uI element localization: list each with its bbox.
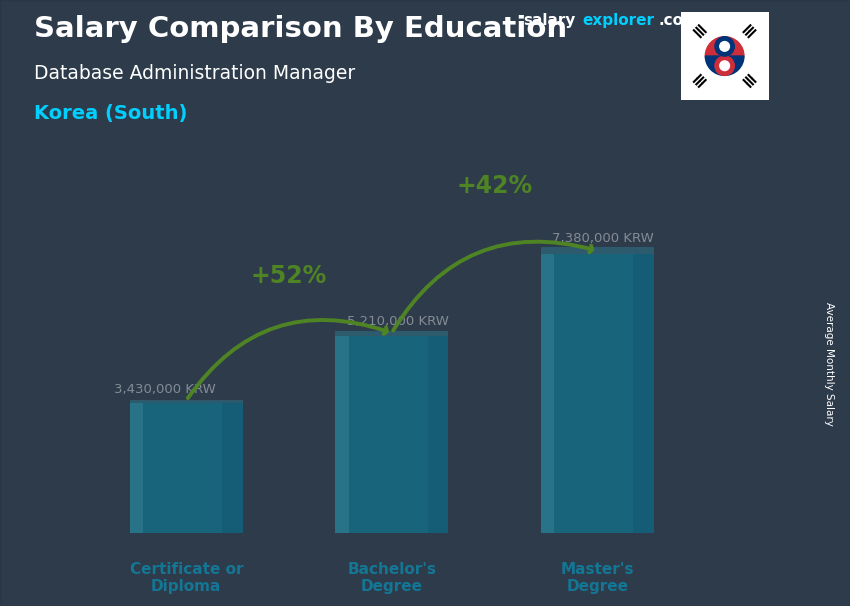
Text: 3,430,000 KRW: 3,430,000 KRW: [115, 383, 216, 396]
Circle shape: [720, 61, 729, 70]
Circle shape: [715, 56, 734, 75]
Text: 5,210,000 KRW: 5,210,000 KRW: [347, 315, 449, 328]
Wedge shape: [706, 56, 744, 75]
Bar: [633, 254, 654, 533]
Text: salary: salary: [523, 13, 575, 28]
Bar: [335, 336, 448, 533]
Text: Average Monthly Salary: Average Monthly Salary: [824, 302, 834, 425]
Text: .com: .com: [659, 13, 700, 28]
Text: +42%: +42%: [456, 174, 532, 198]
Circle shape: [715, 37, 734, 56]
Bar: [335, 331, 448, 336]
Bar: [428, 336, 448, 533]
Text: Salary Comparison By Education: Salary Comparison By Education: [34, 15, 567, 43]
Wedge shape: [706, 37, 744, 56]
Text: Certificate or
Diploma: Certificate or Diploma: [129, 562, 243, 594]
Bar: [130, 400, 243, 404]
Text: 7,380,000 KRW: 7,380,000 KRW: [552, 233, 654, 245]
Text: +52%: +52%: [251, 264, 327, 288]
Bar: [130, 404, 144, 533]
Bar: [335, 336, 348, 533]
Text: explorer: explorer: [582, 13, 654, 28]
Text: Database Administration Manager: Database Administration Manager: [34, 64, 355, 82]
Text: Master's
Degree: Master's Degree: [560, 562, 634, 594]
Text: Bachelor's
Degree: Bachelor's Degree: [347, 562, 436, 594]
Bar: [223, 404, 243, 533]
Bar: [130, 404, 243, 533]
Text: Korea (South): Korea (South): [34, 104, 187, 123]
Bar: [541, 254, 654, 533]
Circle shape: [720, 42, 729, 52]
Bar: [541, 254, 554, 533]
Bar: [541, 247, 654, 254]
